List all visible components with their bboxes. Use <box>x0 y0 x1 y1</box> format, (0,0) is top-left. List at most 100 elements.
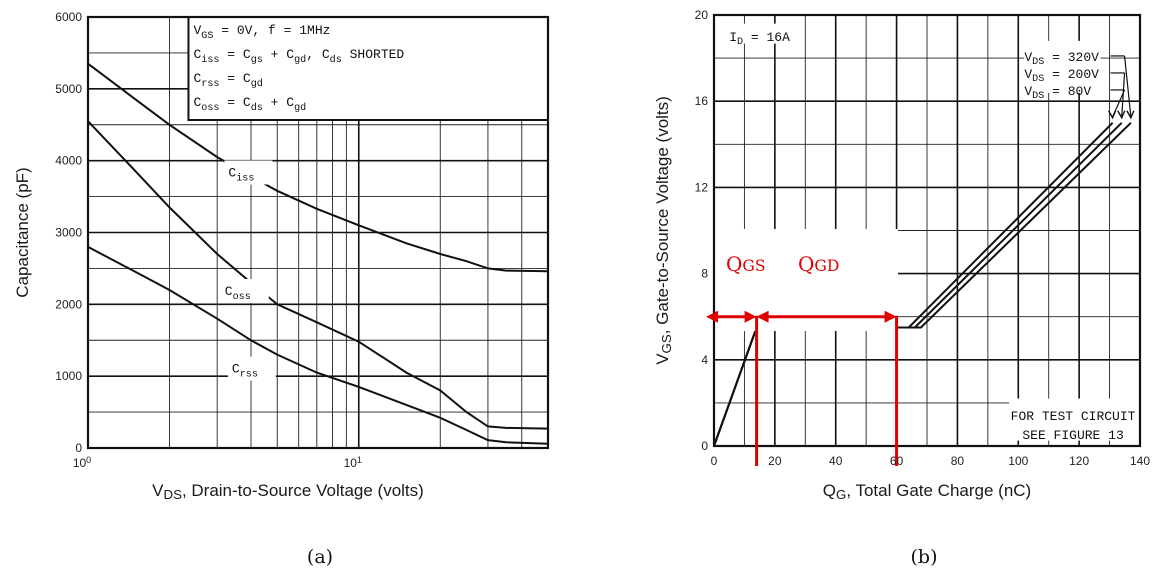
x-tick-label: 120 <box>1069 454 1089 468</box>
text-run: C <box>232 362 240 377</box>
text-run: = C <box>220 47 251 62</box>
text-run: V <box>193 23 201 38</box>
qgs-arrow-head <box>744 310 757 323</box>
text-subscript: ds <box>251 102 263 114</box>
legend-leader <box>1123 55 1132 117</box>
x-tick-label: 100 <box>1008 454 1028 468</box>
text-subscript: GS <box>201 31 213 42</box>
qgd-label: QGD <box>798 252 839 276</box>
x-tick-label: 60 <box>890 454 904 468</box>
text-run: V <box>1024 84 1032 99</box>
text-run: C <box>228 165 236 180</box>
text-subscript: iss <box>201 54 219 66</box>
text-run: + C <box>263 95 294 110</box>
series-label-plate <box>220 278 269 303</box>
legend-entry-1: VDS = 200V <box>1024 67 1099 85</box>
text-run: V <box>653 353 672 365</box>
text-run: = 320V <box>1044 50 1099 65</box>
text-run: C <box>193 47 201 62</box>
y-tick-label: 16 <box>695 94 709 108</box>
y-tick-label: 4000 <box>55 154 82 168</box>
y-tick-label: 1000 <box>55 369 82 383</box>
text-run: Q <box>726 252 742 276</box>
chart-a-legend: VGS = 0V, f = 1MHz Ciss = Cgs + Cgd, Cds … <box>193 23 404 114</box>
y-tick-label: 12 <box>695 180 709 194</box>
chart-a-y-axis-label: Capacitance (pF) <box>13 167 32 297</box>
text-subscript: gd <box>294 54 306 66</box>
text-subscript: G <box>836 487 846 502</box>
chart-b-x-axis-label: QG, Total Gate Charge (nC) <box>823 481 1031 502</box>
text-run: = 80V <box>1044 84 1091 99</box>
text-subscript: GD <box>814 257 839 275</box>
legend-entry-0: VDS = 320V <box>1024 50 1099 68</box>
text-run: Q <box>798 252 814 276</box>
x-tick-label: 40 <box>829 454 843 468</box>
chart-b-frame <box>712 13 1142 448</box>
legend-line: Coss = Cds + Cgd <box>193 95 306 114</box>
text-subscript: rss <box>201 79 219 90</box>
legend-line: Ciss = Cgs + Cgd, Cds SHORTED <box>193 47 404 66</box>
x-tick-label: 100 <box>73 455 91 470</box>
legend-line: Crss = Cgd <box>193 71 262 90</box>
y-tick-label: 8 <box>701 267 708 281</box>
legend-plate <box>1024 40 1101 93</box>
drain-current-label: ID = 16A <box>729 30 790 48</box>
series-label-iss: Ciss <box>228 165 254 184</box>
legend-arrowhead <box>1117 110 1126 120</box>
text-run: V <box>1024 67 1032 82</box>
text-subscript: D <box>737 37 743 48</box>
text-run: = 16A <box>743 30 790 45</box>
test-note-line: SEE FIGURE 13 <box>1022 428 1123 443</box>
text-subscript: iss <box>236 172 254 184</box>
text-subscript: DS <box>1032 91 1044 102</box>
text-run: = 0V, f = 1MHz <box>213 23 330 38</box>
y-tick-label: 3000 <box>55 226 82 240</box>
x-tick-label: 0 <box>711 454 718 468</box>
series-label-plate <box>224 160 273 185</box>
chart-a-frame <box>86 15 550 450</box>
text-run: V <box>152 481 164 500</box>
text-run: + C <box>263 47 294 62</box>
text-run: SHORTED <box>342 47 405 62</box>
series-label-plate <box>227 356 276 381</box>
y-tick-label: 4 <box>701 353 708 367</box>
text-subscript: GS <box>742 257 765 275</box>
text-run: , Drain-to-Source Voltage (volts) <box>182 481 424 500</box>
chart-b-charge-annotations: QGS QGD <box>706 252 899 466</box>
qgd-arrow-head <box>884 310 897 323</box>
text-subscript: DS <box>164 487 183 502</box>
text-run: C <box>193 71 201 86</box>
tick-exponent: 1 <box>357 455 362 465</box>
text-run: C <box>225 284 233 299</box>
y-tick-label: 6000 <box>55 10 82 24</box>
text-subscript: GS <box>659 334 674 353</box>
legend-leader <box>1121 72 1126 117</box>
text-subscript: DS <box>1032 57 1044 68</box>
x-tick-label: 20 <box>768 454 782 468</box>
x-tick-label: 80 <box>951 454 965 468</box>
chart-b-tick-labels: 0 4 8 12 16 20 0 20 40 60 80 100 120 140 <box>695 8 1151 468</box>
tick-exponent: 0 <box>86 455 91 465</box>
y-tick-label: 0 <box>701 439 708 453</box>
test-note-plate <box>1009 398 1152 441</box>
text-subscript: oss <box>201 103 219 114</box>
text-subscript: gd <box>294 102 306 114</box>
test-note-line: FOR TEST CIRCUIT <box>1011 409 1136 424</box>
panel-a-caption: (a) <box>307 546 333 568</box>
chart-a-x-axis-label: VDS, Drain-to-Source Voltage (volts) <box>152 481 424 502</box>
legend-line: VGS = 0V, f = 1MHz <box>193 23 330 42</box>
chart-b-y-axis-label: VGS, Gate-to-Source Voltage (volts) <box>653 96 674 365</box>
legend-arrowhead <box>1126 110 1135 120</box>
tick-base: 10 <box>73 456 87 470</box>
text-run: = 200V <box>1044 67 1099 82</box>
panel-b-caption: (b) <box>911 546 938 568</box>
legend-entry-2: VDS = 80V <box>1024 84 1091 102</box>
y-tick-label: 2000 <box>55 297 82 311</box>
text-run: = C <box>220 71 251 86</box>
text-subscript: gs <box>251 55 263 66</box>
qgs-arrow-head <box>706 310 718 323</box>
y-tick-label: 0 <box>75 441 82 455</box>
